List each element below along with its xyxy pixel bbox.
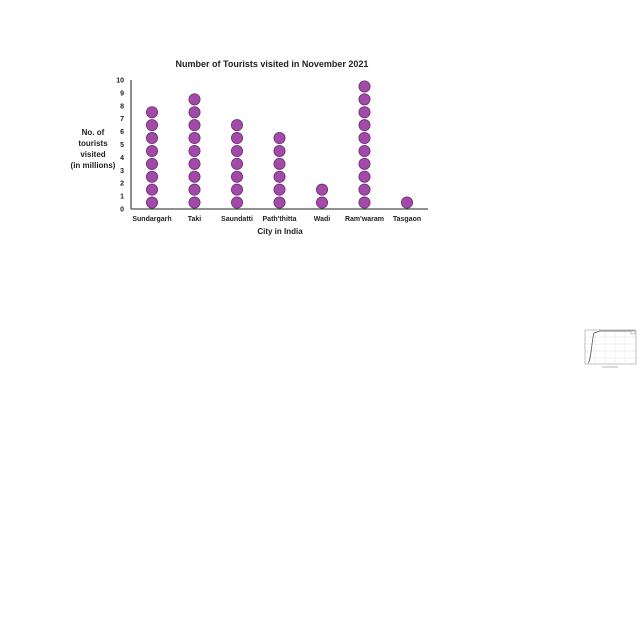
dot-mark [358,93,371,106]
x-axis-ticks: Sundargarh Taki Saundatti Path'thitta Wadi Ra… [132,216,421,223]
dot-mark [315,183,328,196]
dot-mark [273,170,286,183]
y-tick-label: 0 [120,207,124,214]
dot-mark [145,132,158,145]
dot-mark [188,93,201,106]
dot-mark [358,170,371,183]
dot-mark [358,119,371,132]
dot-mark [230,183,243,196]
x-tick-label: Sundargarh [132,216,171,223]
dot-mark [188,132,201,145]
dot-mark [145,170,158,183]
y-tick-label: 10 [116,78,124,85]
dot-mark [273,132,286,145]
y-tick-label: 2 [120,181,124,188]
dot-mark [358,157,371,170]
dot-mark [145,106,158,119]
dot-mark [145,144,158,157]
y-tick-label: 3 [120,168,124,175]
dot-mark [273,144,286,157]
dot-mark [230,119,243,132]
dot-mark [188,183,201,196]
y-tick-label: 9 [120,90,124,97]
y-tick-label: 6 [120,129,124,136]
x-tick-label: Ram'waram [345,216,384,223]
y-axis-label-line: tourists [78,139,108,148]
y-tick-label: 5 [120,142,124,149]
y-tick-label: 1 [120,194,124,201]
dot-mark [358,106,371,119]
x-tick-label: Saundatti [221,216,253,223]
dot-mark [358,132,371,145]
dot-mark [145,196,158,209]
dot-mark [358,196,371,209]
x-axis-label: City in India [257,227,303,236]
dot-mark [188,170,201,183]
x-tick-label: Taki [188,216,202,223]
dot-mark [145,157,158,170]
y-axis-ticks: 0 1 2 3 4 5 6 7 8 9 10 [116,78,124,214]
dot-marks [145,80,413,209]
dot-mark [358,183,371,196]
dot-mark [315,196,328,209]
x-tick-label: Path'thitta [263,216,297,223]
y-tick-label: 7 [120,116,124,123]
mini-line-chart-icon [584,329,637,368]
dot-mark [230,170,243,183]
x-tick-label: Tasgaon [393,216,421,223]
dot-mark [273,183,286,196]
dot-mark [188,119,201,132]
y-axis-label-line: No. of [82,128,105,137]
dot-mark [188,106,201,119]
dot-mark [230,132,243,145]
y-axis-label-line: visited [80,150,105,159]
dot-mark [358,144,371,157]
dot-mark [188,144,201,157]
dot-mark [230,144,243,157]
dot-mark [230,157,243,170]
y-tick-label: 4 [120,155,124,162]
dot-mark [145,119,158,132]
y-axis-label-line: (in millions) [71,161,116,170]
dot-mark [273,196,286,209]
y-axis-label: No. of tourists visited (in millions) [71,128,116,170]
dot-mark [145,183,158,196]
dot-mark [188,157,201,170]
x-tick-label: Wadi [314,216,331,223]
dot-mark [188,196,201,209]
dot-mark [230,196,243,209]
dot-mark [273,157,286,170]
chart-title: Number of Tourists visited in November 2… [176,59,369,69]
y-tick-label: 8 [120,103,124,110]
dot-mark [400,196,413,209]
dot-mark [358,80,371,93]
